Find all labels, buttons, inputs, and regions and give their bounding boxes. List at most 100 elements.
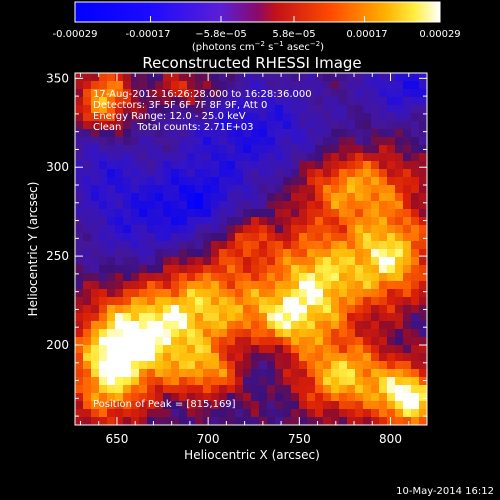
heatmap-cell [211,129,220,138]
heatmap-cell [339,81,348,90]
heatmap-cell [203,153,212,162]
heatmap-cell [339,297,348,306]
heatmap-cell [299,353,308,362]
heatmap-cell [155,313,164,322]
heatmap-cell [195,297,204,306]
heatmap-cell [411,361,420,370]
heatmap-cell [283,89,292,98]
heatmap-cell [147,153,156,162]
heatmap-cell [387,193,396,202]
annotation-peak-position: Position of Peak = [815,169] [93,399,236,410]
heatmap-cell [331,217,340,226]
heatmap-cell [339,337,348,346]
heatmap-cell [171,153,180,162]
heatmap-cell [99,137,108,146]
heatmap-cell [299,161,308,170]
heatmap-cell [227,113,236,122]
heatmap-cell [131,265,140,274]
heatmap-cell [75,345,84,354]
heatmap-cell [227,321,236,330]
heatmap-cell [163,257,172,266]
heatmap-cell [419,97,427,106]
heatmap-cell [107,225,116,234]
heatmap-cell [211,265,220,274]
heatmap-cell [75,337,84,346]
heatmap-cell [267,153,276,162]
heatmap-cell [243,201,252,210]
heatmap-cell [203,113,212,122]
heatmap-cell [187,409,196,418]
heatmap-cell [187,153,196,162]
heatmap-cell [99,177,108,186]
heatmap-cell [171,105,180,114]
heatmap-cell [411,281,420,290]
heatmap-cell [323,145,332,154]
heatmap-cell [163,201,172,210]
heatmap-cell [219,345,228,354]
heatmap-cell [83,417,92,425]
heatmap-cell [339,305,348,314]
heatmap-cell [347,105,356,114]
heatmap-cell [355,281,364,290]
heatmap-cell [219,225,228,234]
heatmap-cell [387,361,396,370]
heatmap-cell [219,217,228,226]
heatmap-cell [275,329,284,338]
heatmap-cell [243,281,252,290]
heatmap-cell [403,233,412,242]
heatmap-cell [195,105,204,114]
heatmap-cell [387,273,396,282]
heatmap-cell [139,161,148,170]
heatmap-cell [299,121,308,130]
heatmap-cell [363,393,372,402]
heatmap-cell [379,393,388,402]
heatmap-cell [315,393,324,402]
heatmap-cell [243,241,252,250]
heatmap-cell [235,409,244,418]
heatmap-cell [347,201,356,210]
heatmap-cell [139,361,148,370]
heatmap-cell [267,217,276,226]
heatmap-cell [339,289,348,298]
heatmap-cell [131,369,140,378]
heatmap-cell [363,361,372,370]
heatmap-cell [203,249,212,258]
heatmap-cell [75,121,84,130]
heatmap-cell [379,257,388,266]
heatmap-cell [307,361,316,370]
heatmap-cell [131,233,140,242]
heatmap-cell [219,209,228,218]
heatmap-cell [363,281,372,290]
heatmap-cell [251,281,260,290]
heatmap-cell [283,305,292,314]
heatmap-cell [139,337,148,346]
heatmap-cell [355,105,364,114]
heatmap-cell [291,257,300,266]
heatmap-cell [75,89,84,98]
heatmap-cell [323,321,332,330]
heatmap-cell [155,265,164,274]
heatmap-cell [75,161,84,170]
heatmap-cell [379,329,388,338]
heatmap-cell [179,225,188,234]
heatmap-cell [155,97,164,106]
heatmap-cell [339,353,348,362]
heatmap-cell [179,345,188,354]
heatmap-cell [163,353,172,362]
heatmap-cell [75,137,84,146]
heatmap-cell [347,417,356,425]
heatmap-cell [75,73,84,82]
heatmap-cell [411,145,420,154]
heatmap-cell [235,377,244,386]
heatmap-cell [395,313,404,322]
heatmap-cell [331,113,340,122]
heatmap-cell [387,169,396,178]
heatmap-cell [259,185,268,194]
heatmap-cell [123,369,132,378]
heatmap-cell [131,89,140,98]
heatmap-cell [203,337,212,346]
heatmap-cell [387,321,396,330]
heatmap-cell [83,81,92,90]
heatmap-cell [323,313,332,322]
heatmap-cell [75,393,84,402]
